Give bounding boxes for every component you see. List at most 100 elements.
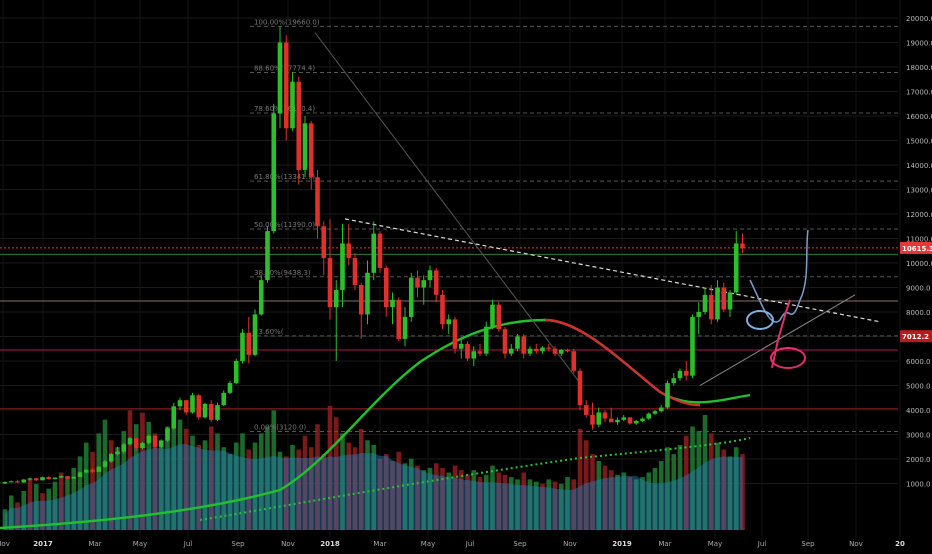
candle-body [352,258,358,286]
candle-body [683,370,689,376]
candle-body [52,477,58,480]
volume-bar [165,426,170,530]
volume-bar [421,470,427,530]
candle-body [546,347,552,349]
y-tick-label: 10000.0 [906,260,932,268]
volume-bar [90,451,95,530]
x-tick-label: Nov [563,540,577,548]
candle-body [271,113,277,232]
volume-bar [8,495,14,530]
volume-bar [596,461,602,530]
candle-body [415,277,420,288]
volume-bar [483,474,489,530]
y-tick-label: 6000.0 [906,358,931,366]
candle-body [440,294,445,325]
candle-body [196,395,202,418]
volume-bar [233,442,239,530]
candle-body [290,81,295,129]
candle-body [90,469,95,472]
candle-body [115,451,120,455]
y-tick-label: 16000.0 [906,113,932,121]
candle-body [452,319,458,349]
candle-body [540,347,545,352]
candle-body [152,435,158,447]
candle-body [365,272,370,315]
candle-body [552,348,558,354]
candle-body [240,332,245,361]
volume-bar [608,470,614,530]
candle-body [108,454,114,462]
x-axis: Nov 2017 Mar May Jul Sep Nov 2018 Mar May Jul Sep No… [0,540,905,548]
volume-bar [258,433,264,530]
volume-bar [590,454,595,530]
candle-body [127,438,133,445]
volume-bar [408,458,414,530]
volume-bar [65,477,70,530]
candle-body [346,243,352,259]
candle-body [558,349,564,354]
candle-body [727,292,733,310]
volume-bar [433,463,439,530]
volume-bar [558,484,564,530]
volume-bar [415,465,420,530]
y-tick-label: 19000.0 [906,40,932,48]
candle-body [8,481,14,483]
volume-bar [652,467,658,530]
volume-bar [302,435,308,530]
price-badge [900,241,932,254]
projection-drawings [746,229,809,369]
candle-body [265,231,270,281]
volume-bar [40,493,45,530]
volume-bar [677,444,683,530]
candle-body [221,392,227,406]
candle-body [71,476,77,479]
ma-200-declining-segment [544,318,701,407]
volume-bar [83,442,89,530]
y-tick-label: 5000.0 [906,383,931,391]
candle-body [308,123,314,178]
candle-body [733,243,739,293]
candle-body [233,361,239,384]
volume-bar [671,454,677,530]
volume-bar [646,472,652,530]
volume-bar [108,440,114,530]
volume-bar [196,444,202,530]
projected-move-pink [771,299,791,369]
candle-body [171,406,177,429]
volume-bar [15,502,20,530]
candle-body [583,405,589,415]
volume-bar [458,470,464,530]
volume-bar [396,451,402,530]
candle-body [696,312,702,317]
volume-bar [733,447,739,530]
candle-body [427,270,433,281]
volume-bar [271,410,277,530]
candle-body [640,418,645,422]
volume-bar [508,477,514,530]
candle-body [158,440,164,447]
volume-bar [583,440,589,530]
y-tick-label: 2000.0 [906,456,931,464]
candle-body [721,287,727,310]
volume-bar [152,433,158,530]
candle-body [433,270,439,295]
candle-body [421,280,427,288]
candle-body [652,411,658,414]
volume-bar [371,444,377,530]
price-badges: 10615.3 7012.2 [900,241,932,343]
volume-bar [140,412,145,530]
candle-body [315,177,320,227]
candle-body [408,277,414,317]
candle-body [390,299,395,308]
candle-body [671,378,677,384]
candle-body [121,444,127,452]
candle-body [133,438,139,448]
candle-body [58,476,64,478]
candle-body [402,316,408,339]
volume-bar [102,419,108,530]
volume-bar [665,447,670,530]
volume-bar [221,447,227,530]
volume-bar [365,440,370,530]
